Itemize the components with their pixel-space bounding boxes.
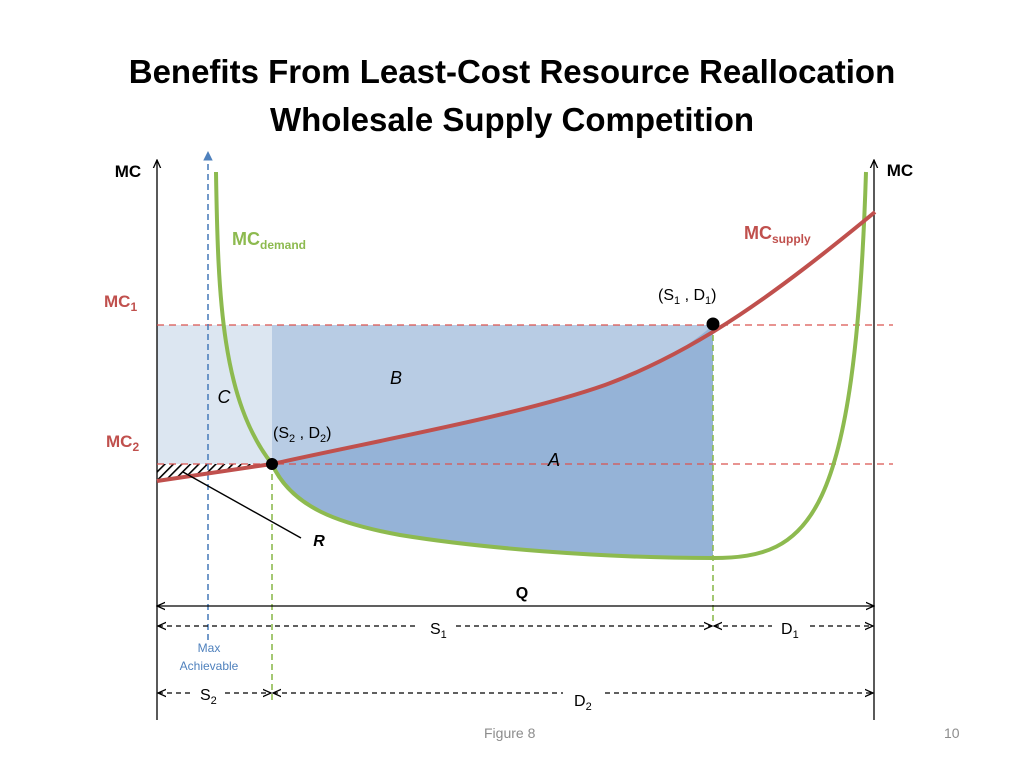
area-a-region — [272, 325, 713, 558]
point-s1-d1-label: (S1 , D1) — [658, 287, 716, 307]
s1-label: S1 — [430, 621, 447, 641]
q-label: Q — [516, 585, 528, 602]
point-s2-d2-label: (S2 , D2) — [273, 425, 331, 445]
slide-title-line1: Benefits From Least-Cost Resource Reallo… — [128, 53, 896, 90]
mc-demand-label: MCdemand — [232, 229, 306, 252]
area-c-region — [157, 325, 272, 464]
area-r-label: R — [313, 533, 325, 550]
slide-title-line2: Wholesale Supply Competition — [269, 101, 755, 138]
right-axis-label: MC — [887, 161, 913, 180]
mc-supply-label: MCsupply — [744, 223, 811, 246]
point-s1-d1 — [706, 317, 720, 331]
d1-label: D1 — [781, 621, 799, 641]
r-pointer-line — [182, 471, 302, 539]
area-a-label: A — [547, 450, 560, 470]
mc-supply-curve — [156, 210, 877, 483]
point-s2-d2 — [266, 458, 278, 470]
max-achievable-label-line1: Max — [198, 641, 221, 655]
mc2-label: MC2 — [106, 432, 139, 454]
page-number: 10 — [944, 725, 960, 741]
figure-caption: Figure 8 — [484, 725, 536, 741]
mc1-label: MC1 — [104, 292, 137, 314]
s2-label: S2 — [200, 687, 217, 707]
max-achievable-label-line2: Achievable — [180, 659, 239, 673]
d2-label: D2 — [574, 693, 592, 713]
area-c-label: C — [218, 387, 232, 407]
area-b-label: B — [390, 368, 402, 388]
left-axis-label: MC — [115, 162, 141, 181]
mc-demand-curve — [214, 171, 868, 561]
